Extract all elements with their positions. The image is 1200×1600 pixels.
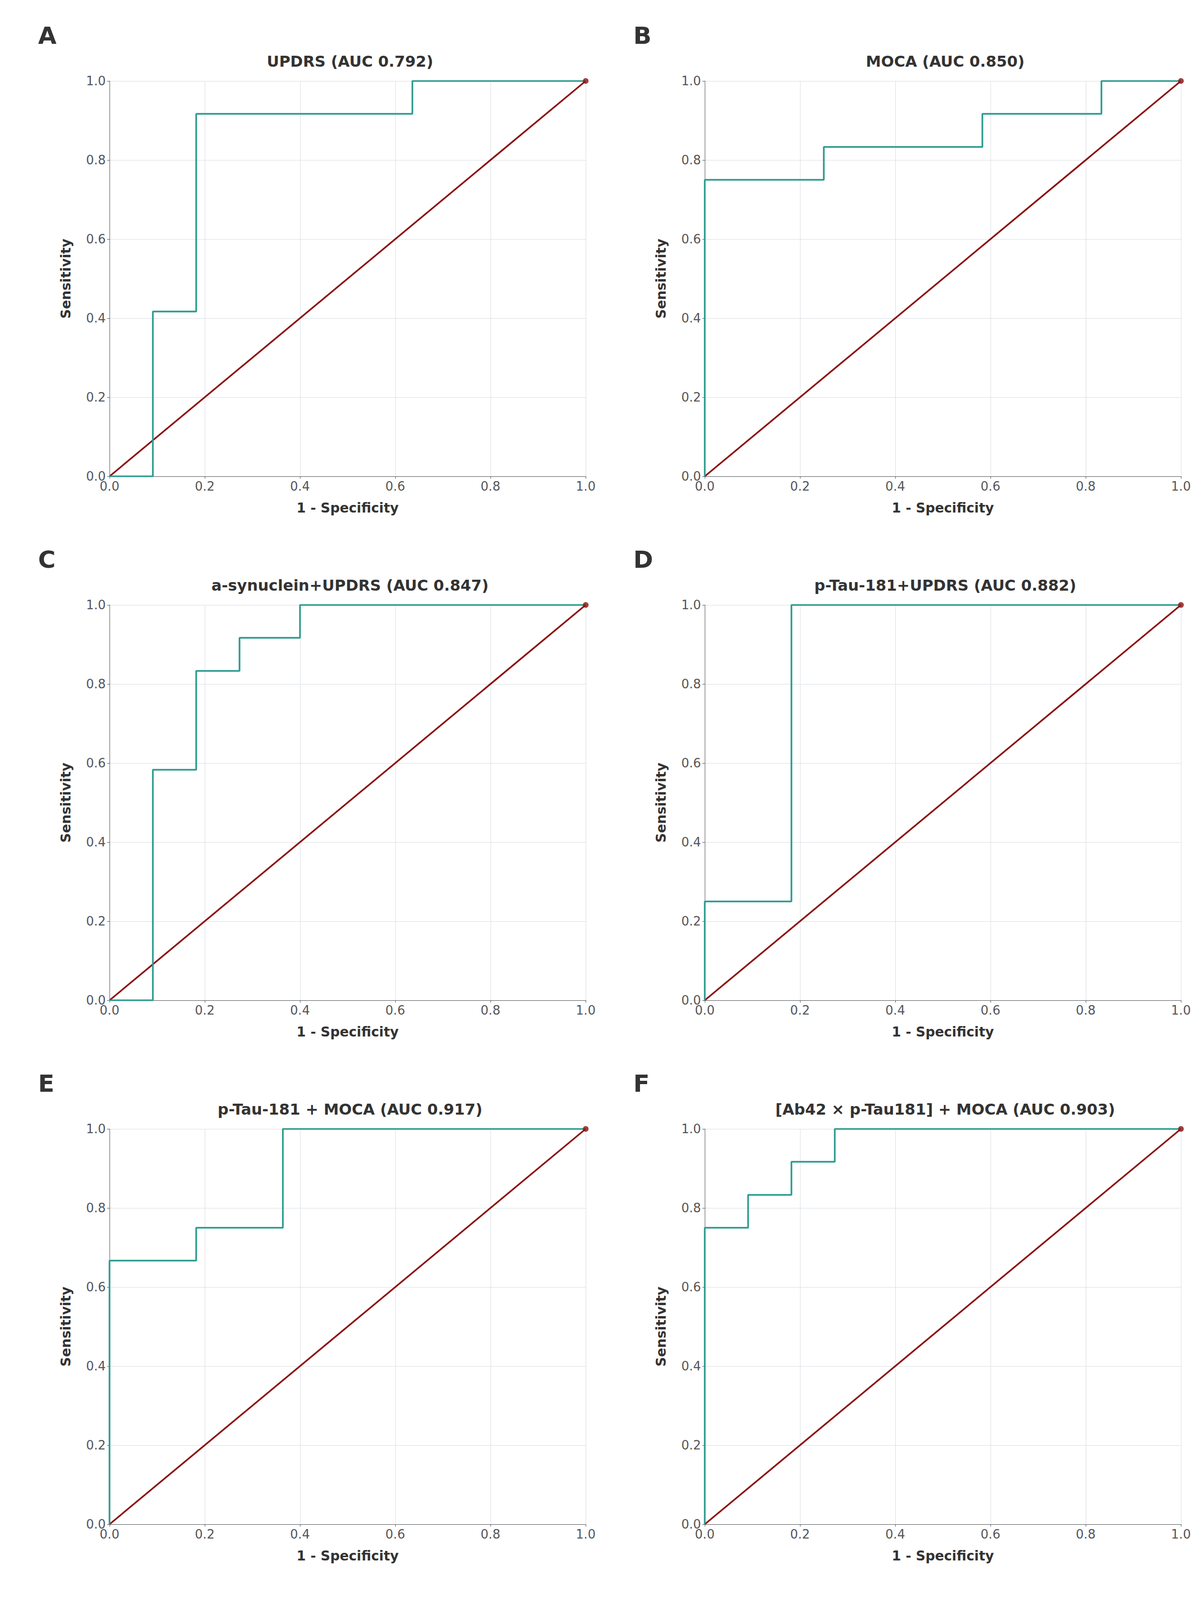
svg-text:0.2: 0.2: [681, 1437, 701, 1452]
svg-text:0.6: 0.6: [681, 755, 701, 770]
svg-text:0.0: 0.0: [694, 1526, 715, 1541]
svg-text:0.4: 0.4: [290, 1002, 310, 1018]
svg-text:0.8: 0.8: [681, 152, 701, 168]
svg-text:0.4: 0.4: [681, 1358, 701, 1373]
svg-text:1.0: 1.0: [86, 1121, 106, 1136]
svg-text:B: B: [633, 21, 652, 50]
svg-text:1 - Specificity: 1 - Specificity: [891, 500, 995, 516]
svg-text:0.2: 0.2: [790, 479, 810, 494]
svg-text:0.8: 0.8: [681, 1200, 701, 1215]
svg-text:1 - Specificity: 1 - Specificity: [296, 1547, 400, 1564]
svg-text:0.8: 0.8: [86, 676, 106, 691]
svg-text:0.6: 0.6: [681, 231, 701, 247]
svg-text:0.4: 0.4: [681, 834, 701, 850]
svg-text:0.0: 0.0: [681, 469, 701, 484]
svg-text:0.4: 0.4: [290, 479, 310, 494]
svg-text:1 - Specificity: 1 - Specificity: [891, 1547, 995, 1564]
svg-text:0.0: 0.0: [681, 992, 701, 1008]
svg-text:0.4: 0.4: [885, 479, 905, 494]
svg-text:1.0: 1.0: [575, 479, 596, 494]
svg-text:0.8: 0.8: [1075, 1002, 1096, 1018]
svg-text:F: F: [633, 1069, 650, 1098]
svg-text:1.0: 1.0: [681, 1121, 701, 1136]
svg-text:0.2: 0.2: [86, 913, 106, 929]
svg-text:0.0: 0.0: [99, 1526, 120, 1541]
svg-text:0.6: 0.6: [86, 231, 106, 247]
svg-text:D: D: [633, 545, 654, 574]
svg-text:0.2: 0.2: [194, 1002, 215, 1018]
svg-text:C: C: [38, 545, 56, 574]
svg-text:0.6: 0.6: [385, 1002, 405, 1018]
svg-text:MOCA (AUC 0.850): MOCA (AUC 0.850): [865, 52, 1025, 71]
svg-text:0.2: 0.2: [194, 479, 215, 494]
svg-text:0.2: 0.2: [86, 390, 106, 405]
svg-text:1 - Specificity: 1 - Specificity: [296, 1023, 400, 1040]
svg-text:0.6: 0.6: [980, 1526, 1000, 1541]
svg-text:Sensitivity: Sensitivity: [653, 762, 670, 843]
svg-text:1.0: 1.0: [1170, 1526, 1191, 1541]
svg-text:0.0: 0.0: [681, 1516, 701, 1531]
svg-text:0.6: 0.6: [681, 1279, 701, 1294]
svg-text:0.8: 0.8: [86, 1200, 106, 1215]
svg-text:E: E: [38, 1069, 55, 1098]
svg-text:1.0: 1.0: [86, 597, 106, 612]
svg-text:0.0: 0.0: [694, 1002, 715, 1018]
svg-text:1.0: 1.0: [681, 73, 701, 89]
svg-text:0.8: 0.8: [480, 479, 500, 494]
svg-text:0.0: 0.0: [99, 1002, 120, 1018]
svg-text:0.6: 0.6: [385, 1526, 405, 1541]
svg-text:0.0: 0.0: [86, 469, 106, 484]
svg-text:1 - Specificity: 1 - Specificity: [296, 500, 400, 516]
svg-text:0.0: 0.0: [694, 479, 715, 494]
svg-text:0.2: 0.2: [86, 1437, 106, 1452]
svg-text:0.6: 0.6: [980, 479, 1000, 494]
svg-text:0.6: 0.6: [980, 1002, 1000, 1018]
svg-text:A: A: [38, 21, 57, 50]
svg-text:0.4: 0.4: [681, 310, 701, 326]
svg-text:1.0: 1.0: [681, 597, 701, 612]
svg-text:1.0: 1.0: [1170, 479, 1191, 494]
svg-text:a-synuclein+UPDRS (AUC 0.847): a-synuclein+UPDRS (AUC 0.847): [211, 576, 489, 595]
svg-text:Sensitivity: Sensitivity: [58, 238, 74, 319]
svg-text:0.0: 0.0: [86, 1516, 106, 1531]
svg-text:0.6: 0.6: [86, 1279, 106, 1294]
svg-text:1 - Specificity: 1 - Specificity: [891, 1023, 995, 1040]
svg-text:1.0: 1.0: [1170, 1002, 1191, 1018]
svg-text:0.8: 0.8: [86, 152, 106, 168]
svg-text:0.2: 0.2: [681, 390, 701, 405]
svg-text:0.6: 0.6: [385, 479, 405, 494]
svg-text:0.8: 0.8: [1075, 1526, 1096, 1541]
svg-text:UPDRS (AUC 0.792): UPDRS (AUC 0.792): [266, 52, 434, 71]
svg-text:Sensitivity: Sensitivity: [58, 762, 74, 843]
svg-text:0.2: 0.2: [194, 1526, 215, 1541]
svg-text:0.2: 0.2: [681, 913, 701, 929]
svg-text:0.8: 0.8: [480, 1002, 500, 1018]
svg-text:0.8: 0.8: [1075, 479, 1096, 494]
svg-text:0.2: 0.2: [790, 1002, 810, 1018]
svg-text:1.0: 1.0: [86, 73, 106, 89]
svg-text:p-Tau-181 + MOCA (AUC 0.917): p-Tau-181 + MOCA (AUC 0.917): [217, 1100, 483, 1119]
svg-text:0.4: 0.4: [86, 1358, 106, 1373]
svg-text:0.4: 0.4: [86, 834, 106, 850]
svg-text:1.0: 1.0: [575, 1526, 596, 1541]
svg-text:0.0: 0.0: [86, 992, 106, 1008]
svg-text:0.2: 0.2: [790, 1526, 810, 1541]
svg-text:0.6: 0.6: [86, 755, 106, 770]
svg-text:0.0: 0.0: [99, 479, 120, 494]
svg-text:0.4: 0.4: [885, 1526, 905, 1541]
svg-text:Sensitivity: Sensitivity: [653, 238, 670, 319]
svg-text:Sensitivity: Sensitivity: [653, 1286, 670, 1367]
svg-text:0.4: 0.4: [290, 1526, 310, 1541]
svg-text:0.8: 0.8: [681, 676, 701, 691]
svg-text:0.8: 0.8: [480, 1526, 500, 1541]
svg-text:Sensitivity: Sensitivity: [58, 1286, 74, 1367]
svg-text:p-Tau-181+UPDRS (AUC 0.882): p-Tau-181+UPDRS (AUC 0.882): [814, 576, 1077, 595]
svg-text:0.4: 0.4: [885, 1002, 905, 1018]
svg-text:1.0: 1.0: [575, 1002, 596, 1018]
svg-text:0.4: 0.4: [86, 310, 106, 326]
svg-text:[Ab42 × p-Tau181] + MOCA (AUC: [Ab42 × p-Tau181] + MOCA (AUC 0.903): [775, 1100, 1115, 1119]
